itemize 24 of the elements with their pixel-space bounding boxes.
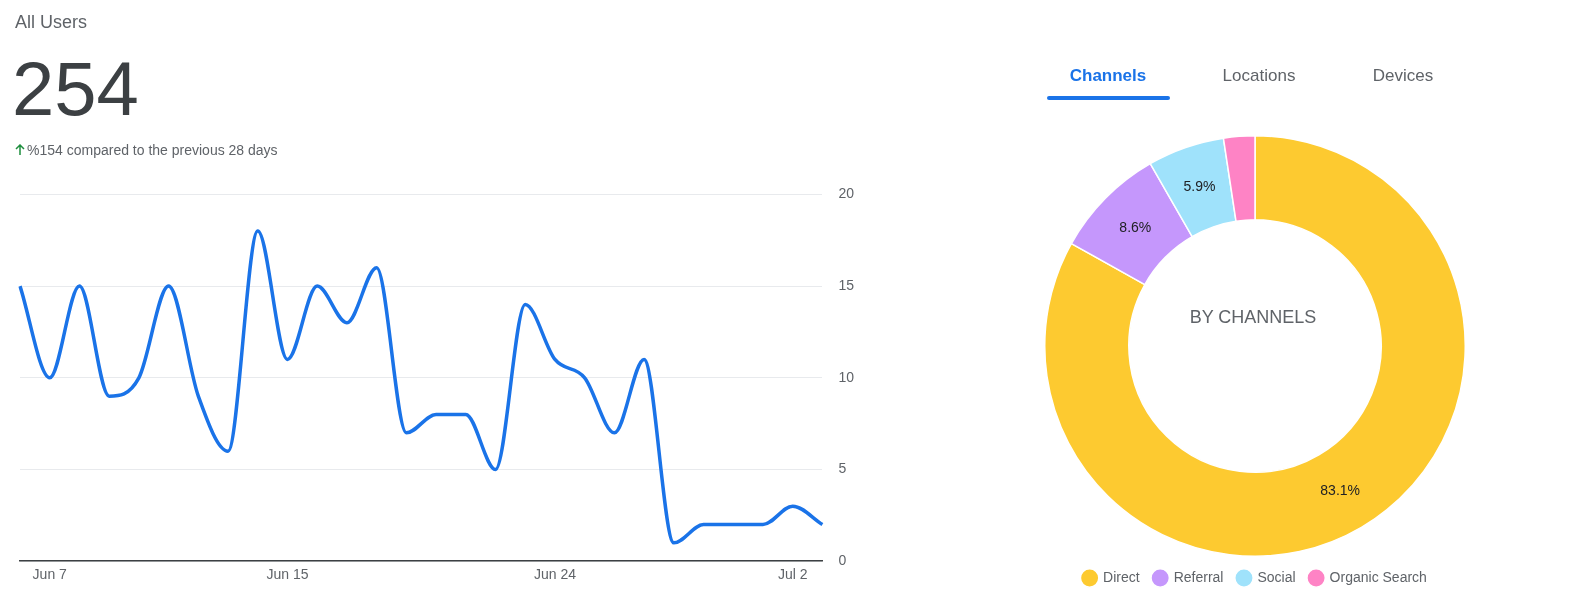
text: Channels — [1069, 66, 1147, 86]
y-tick-label: 15 — [838, 276, 855, 293]
legend-label: Social — [1257, 568, 1296, 585]
legend-label: Referral — [1173, 568, 1224, 585]
x-tick-label: Jun 24 — [533, 566, 577, 583]
legend-label: Organic Search — [1329, 568, 1427, 585]
y-tick-label: 10 — [838, 368, 855, 385]
chart-title: All Users — [15, 12, 88, 33]
text: Locations — [1222, 66, 1296, 86]
line-series — [18, 229, 825, 545]
chart-subtitle: 254 — [12, 45, 139, 133]
data-label: 83.1% — [1320, 481, 1361, 498]
text: BY CHANNELS — [1188, 306, 1318, 329]
x-tick-label: Jun 15 — [266, 566, 309, 583]
x-tick-label: Jun 7 — [32, 566, 68, 583]
y-tick-label: 20 — [838, 185, 855, 202]
y-tick-label: 0 — [838, 552, 847, 569]
x-tick-label: Jul 2 — [777, 566, 808, 583]
text: %154 compared to the previous 28 days — [27, 142, 278, 158]
y-tick-label: 5 — [838, 460, 847, 477]
data-label: 5.9% — [1183, 178, 1216, 195]
text: Devices — [1372, 66, 1434, 86]
legend-label: Direct — [1103, 568, 1140, 585]
data-label: 8.6% — [1119, 218, 1152, 235]
